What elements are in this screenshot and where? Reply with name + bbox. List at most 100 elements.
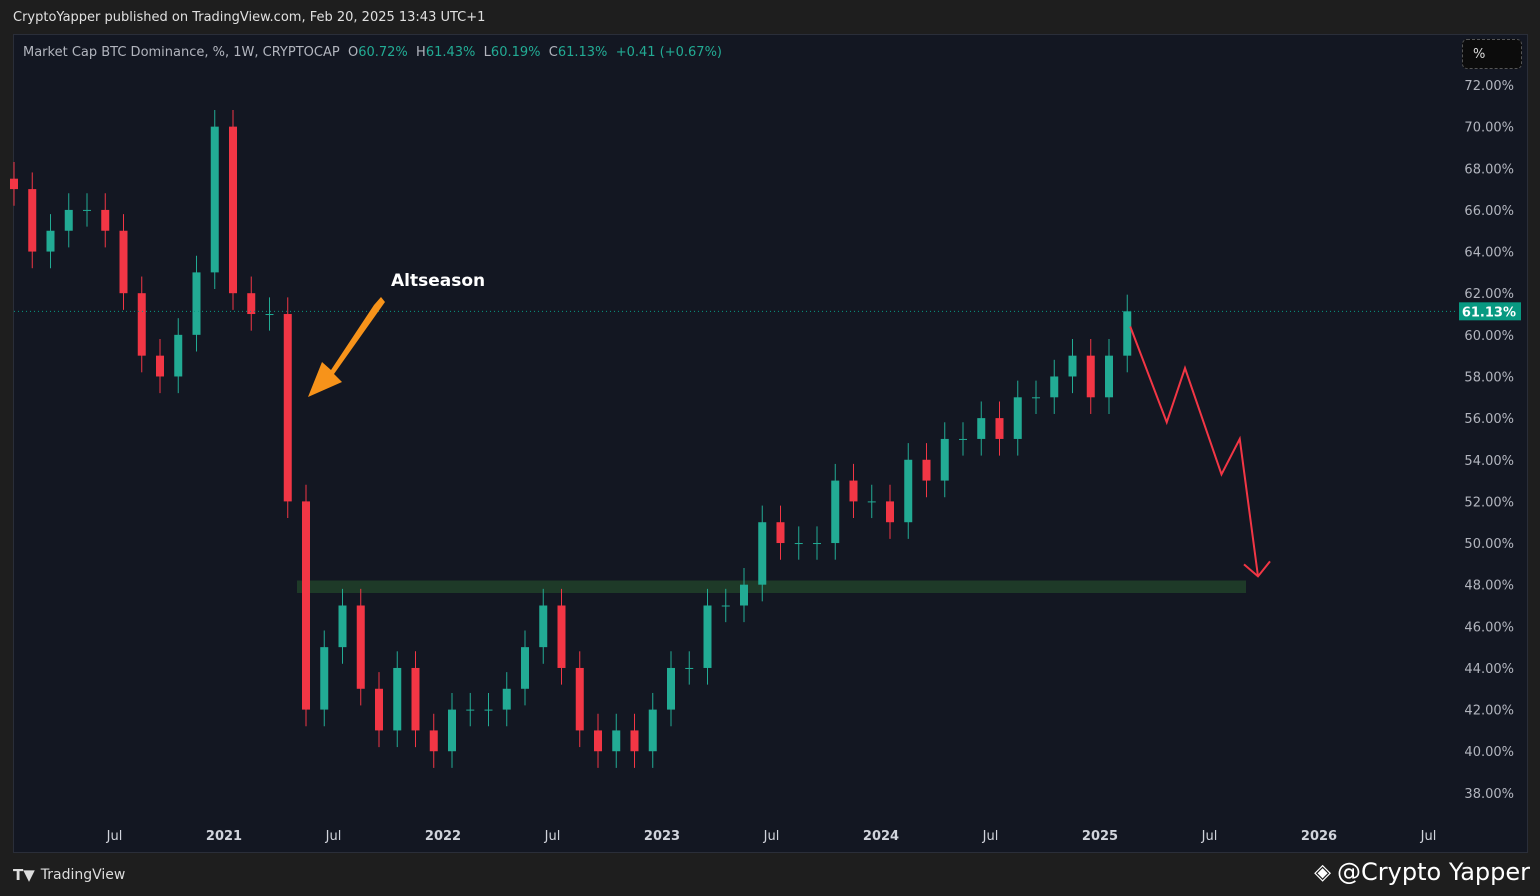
candle-body (886, 501, 894, 523)
candle-body (995, 418, 1004, 439)
open-label: O (347, 45, 359, 60)
candle-body (283, 314, 292, 502)
candle-body (776, 522, 785, 544)
change-value: +0.41 (+0.67%) (615, 45, 722, 60)
x-tick-label: 2023 (644, 829, 680, 844)
candle-body (1013, 397, 1022, 439)
tradingview-logo[interactable]: T▼ TradingView (13, 866, 125, 884)
candle-body (502, 688, 511, 710)
candle-body (977, 418, 986, 439)
high-value: 61.43% (425, 45, 476, 60)
candle-body (740, 584, 748, 606)
y-tick-label: 46.00% (1464, 620, 1514, 635)
candle-body (83, 209, 91, 211)
y-tick-label: 64.00% (1464, 246, 1514, 261)
current-price-label: 61.13% (1462, 305, 1516, 320)
candle-body (448, 709, 456, 752)
x-tick-label: 2026 (1301, 829, 1337, 844)
x-tick-label: Jul (544, 829, 561, 844)
candle-body (867, 501, 876, 503)
candle-body (320, 647, 329, 710)
candle-body (156, 355, 164, 377)
watermark: ◈ @Crypto Yapper (1314, 858, 1530, 886)
candle-body (247, 293, 256, 315)
low-value: 60.19% (490, 45, 541, 60)
candle-body (831, 480, 840, 544)
y-tick-label: 48.00% (1464, 579, 1514, 594)
x-tick-label: Jul (982, 829, 999, 844)
x-tick-label: Jul (106, 829, 123, 844)
tradingview-icon: T▼ (13, 866, 35, 884)
chart-panel[interactable] (13, 34, 1528, 853)
x-tick-label: Jul (763, 829, 780, 844)
y-tick-label: 68.00% (1464, 162, 1514, 177)
candle-body (1050, 376, 1059, 398)
candle-body (356, 605, 365, 689)
high-label: H (416, 45, 426, 60)
candle-body (393, 667, 402, 731)
x-tick-label: Jul (325, 829, 342, 844)
y-tick-label: 60.00% (1464, 329, 1514, 344)
candle-body (484, 709, 493, 711)
candle-body (575, 667, 584, 731)
candle-body (940, 438, 949, 481)
candle-body (849, 480, 858, 502)
candle-body (229, 126, 237, 294)
y-tick-label: 54.00% (1464, 454, 1514, 469)
candle-body (703, 605, 712, 668)
candle-body (813, 543, 821, 545)
candle-body (1032, 397, 1040, 399)
candle-body (1068, 355, 1077, 377)
candle-body (119, 230, 128, 294)
candle-body (758, 522, 767, 585)
candle-body (338, 605, 347, 648)
candle-body (521, 647, 529, 689)
y-tick-label: 44.00% (1464, 662, 1514, 677)
candle-body (539, 605, 548, 648)
chart-legend: Market Cap BTC Dominance, %, 1W, CRYPTOC… (23, 45, 722, 60)
candle-body (667, 667, 675, 710)
x-tick-label: 2024 (863, 829, 899, 844)
x-tick-label: Jul (1420, 829, 1437, 844)
binance-icon: ◈ (1314, 859, 1332, 885)
symbol-title: Market Cap BTC Dominance, %, 1W, CRYPTOC… (23, 45, 340, 60)
y-tick-label: 62.00% (1464, 287, 1514, 302)
projection-path (1129, 326, 1259, 577)
candle-body (375, 688, 383, 731)
candle-body (10, 178, 18, 190)
candle-body (794, 543, 803, 545)
altseason-annotation: Altseason (391, 271, 486, 291)
x-tick-label: 2021 (206, 829, 242, 844)
candle-body (64, 209, 73, 231)
y-tick-label: 58.00% (1464, 370, 1514, 385)
candle-body (466, 709, 475, 711)
candle-body (630, 730, 639, 752)
close-label: C (548, 45, 558, 60)
y-tick-label: 50.00% (1464, 537, 1514, 552)
publish-info: CryptoYapper published on TradingView.co… (13, 10, 486, 25)
candle-body (174, 334, 183, 377)
projection-arrowhead (1243, 560, 1271, 578)
y-tick-label: 72.00% (1464, 79, 1514, 94)
close-value: 61.13% (557, 45, 608, 60)
y-tick-label: 66.00% (1464, 204, 1514, 219)
candle-body (429, 730, 438, 752)
low-label: L (483, 45, 491, 60)
x-tick-label: 2022 (425, 829, 461, 844)
candle-body (685, 667, 694, 669)
y-tick-label: 38.00% (1464, 787, 1514, 802)
y-tick-label: 52.00% (1464, 495, 1514, 510)
candle-body (1105, 355, 1113, 398)
candle-body (594, 730, 602, 752)
candle-body (101, 209, 110, 231)
candle-body (1086, 355, 1095, 398)
altseason-arrow-icon (308, 297, 385, 397)
candle-body (904, 459, 913, 523)
candle-body (612, 730, 621, 752)
candle-body (1123, 311, 1132, 356)
current-price-tag (1459, 302, 1521, 321)
candle-body (302, 501, 310, 710)
unit-button[interactable]: % (1462, 39, 1522, 69)
candle-body (922, 459, 931, 481)
